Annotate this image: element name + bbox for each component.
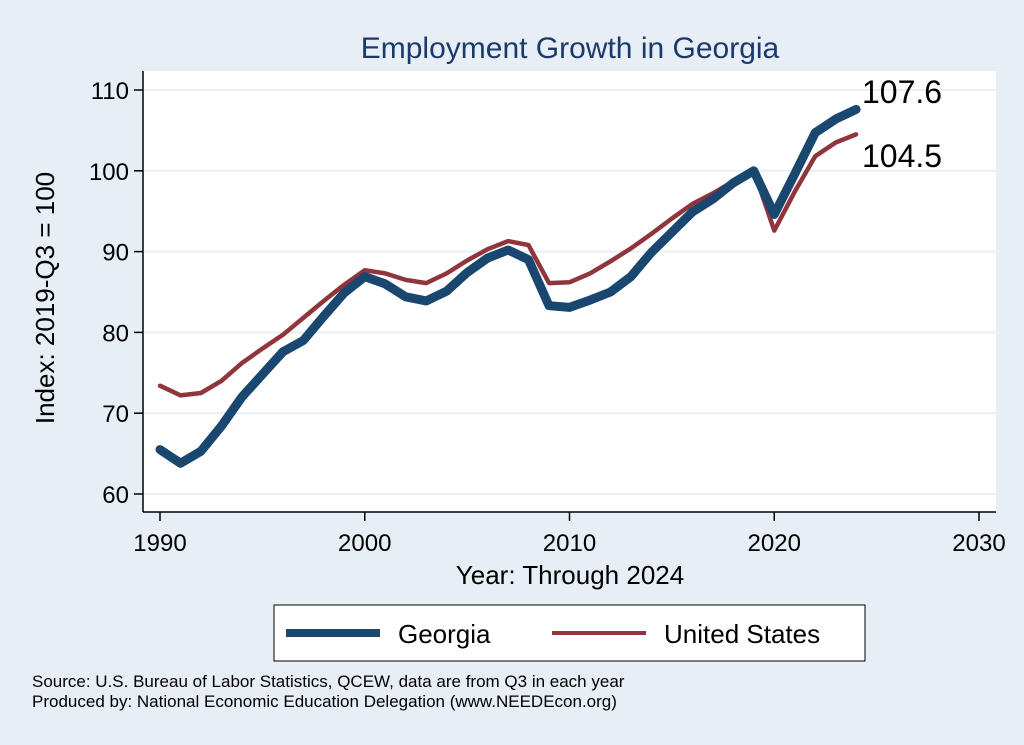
legend-label-georgia: Georgia [398, 619, 491, 649]
series-lines [155, 104, 861, 468]
y-tick-label-90: 90 [102, 240, 129, 267]
source-note: Source: U.S. Bureau of Labor Statistics,… [32, 672, 625, 691]
y-axis-title: Index: 2019-Q3 = 100 [30, 172, 60, 424]
y-ticks: 60 70 80 90 100 110 [89, 78, 143, 509]
x-tick-label-1990: 1990 [133, 530, 186, 557]
series-line-georgia [155, 104, 861, 468]
chart-title: Employment Growth in Georgia [361, 32, 780, 65]
y-tick-label-70: 70 [102, 401, 129, 428]
y-tick-label-80: 80 [102, 320, 129, 347]
end-labels: 107.6 104.5 [862, 74, 942, 174]
x-tick-label-2020: 2020 [748, 530, 801, 557]
y-tick-label-110: 110 [91, 78, 129, 105]
x-tick-label-2030: 2030 [952, 530, 1005, 557]
producer-note: Produced by: National Economic Education… [32, 692, 617, 711]
end-label-united-states: 104.5 [862, 138, 942, 174]
plot-area [143, 71, 996, 512]
x-tick-label-2000: 2000 [338, 530, 391, 557]
legend-label-united-states: United States [664, 619, 820, 649]
end-label-georgia: 107.6 [862, 74, 942, 110]
y-tick-label-100: 100 [89, 159, 129, 186]
x-axis-title: Year: Through 2024 [456, 560, 684, 590]
y-tick-label-60: 60 [102, 482, 129, 509]
legend: Georgia United States [273, 604, 866, 662]
x-ticks: 1990 2000 2010 2020 2030 [133, 512, 1006, 557]
chart-footer: Source: U.S. Bureau of Labor Statistics,… [32, 672, 624, 712]
x-tick-label-2010: 2010 [543, 530, 596, 557]
